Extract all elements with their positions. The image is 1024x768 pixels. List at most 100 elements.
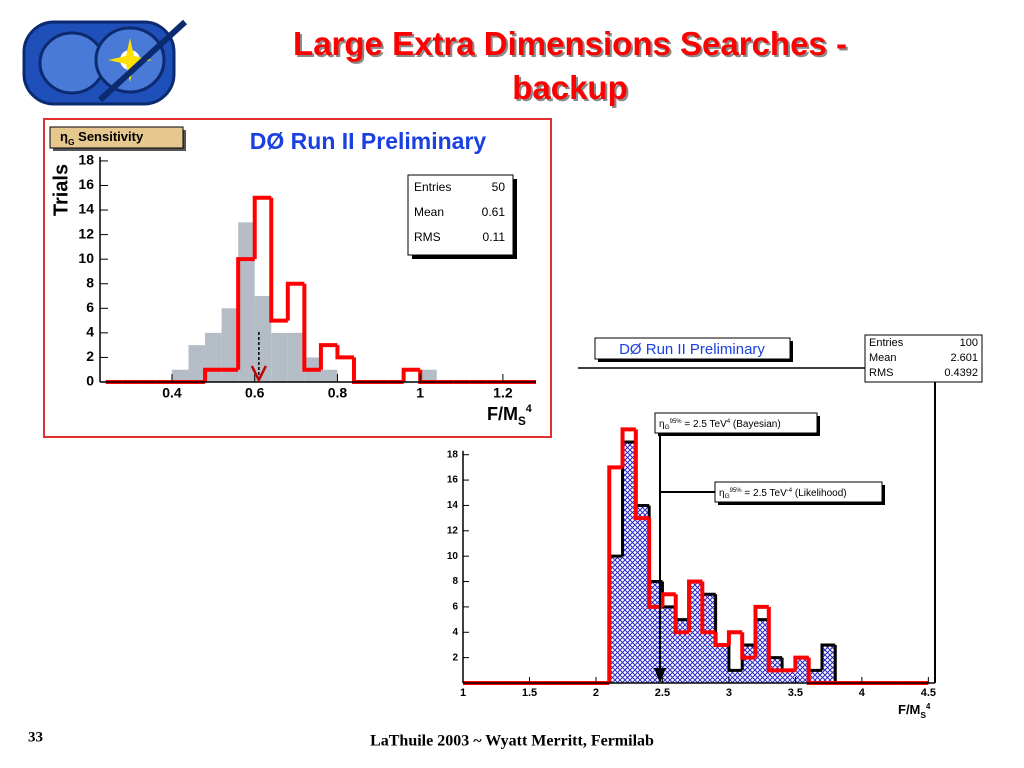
x-tick-label: 1 <box>460 687 466 699</box>
histogram-bar <box>205 332 222 382</box>
histogram-bar <box>702 594 716 683</box>
y-axis-label: Trials <box>50 164 72 216</box>
histogram-bar <box>320 369 338 382</box>
stats-value: 0.61 <box>482 205 506 219</box>
histogram-step <box>285 281 305 321</box>
histogram-step <box>203 367 222 382</box>
stats-label: Mean <box>869 352 897 364</box>
histogram-bar <box>755 619 769 683</box>
label-box-text: ηG Sensitivity <box>60 129 144 147</box>
histogram-bar <box>238 222 255 382</box>
y-tick-label: 6 <box>452 602 458 613</box>
y-tick-label: 16 <box>447 475 459 486</box>
logo <box>22 19 188 106</box>
y-tick-label: 14 <box>78 201 94 217</box>
limit-arrow-head <box>654 668 666 683</box>
y-tick-label: 16 <box>78 176 94 192</box>
histogram-bar <box>662 606 676 683</box>
x-axis-label: F/MS4 <box>898 702 931 721</box>
x-tick-label: 1 <box>416 385 424 401</box>
x-tick-label: 1.2 <box>493 385 513 401</box>
histogram-bar <box>254 296 272 382</box>
histogram-step <box>401 367 421 382</box>
chart-title: DØ Run II Preliminary <box>619 341 765 358</box>
x-axis-label-part: 4 <box>526 403 532 415</box>
x-axis-label: F/MS4 <box>487 403 532 428</box>
y-tick-label: 4 <box>452 627 458 638</box>
histogram-step <box>302 283 321 372</box>
histogram-step <box>673 594 690 635</box>
annotation-text-part: 4 <box>727 419 731 425</box>
x-axis-label-part: F/M <box>898 702 920 717</box>
x-tick-label: 3.5 <box>788 687 803 699</box>
histogram-step <box>620 427 636 468</box>
histogram-step <box>269 197 288 323</box>
stats-label: Entries <box>414 180 451 194</box>
stats-label: RMS <box>414 230 441 244</box>
histogram-bar <box>271 332 288 382</box>
stats-value: 0.11 <box>483 230 506 244</box>
histogram-bar <box>742 644 756 683</box>
mean-arrow-head <box>250 365 267 383</box>
histogram-bar <box>808 670 822 683</box>
y-tick-label: 6 <box>86 299 94 315</box>
stats-value: 50 <box>492 180 506 194</box>
x-tick-label: 3 <box>726 687 732 699</box>
histogram-step <box>335 345 354 360</box>
x-axis-label-part: 4 <box>926 702 931 711</box>
y-tick-label: 18 <box>447 449 459 460</box>
annotation-text-part: -4 <box>787 488 793 494</box>
annotation-text-part: = 2.5 TeV <box>742 488 787 499</box>
histogram-step <box>820 643 836 671</box>
chart-frame <box>43 118 552 438</box>
stats-value: 0.4392 <box>944 367 978 379</box>
stats-value: 2.601 <box>950 352 978 364</box>
y-tick-label: 10 <box>447 551 459 562</box>
annotation-text: ηG95% = 2.5 TeV-4 (Likelihood) <box>719 488 847 501</box>
histogram-step <box>687 579 703 633</box>
annotation-box <box>654 412 818 434</box>
chart-title: DØ Run II Preliminary <box>250 128 487 154</box>
histogram-bar <box>221 308 239 382</box>
y-tick-label: 8 <box>86 274 94 290</box>
annotation-text-part: η <box>719 488 725 499</box>
histogram-bar <box>689 581 703 683</box>
annotation-text-part: 95% <box>670 419 683 425</box>
x-tick-label: 2.5 <box>655 687 670 699</box>
stats-box <box>864 334 983 383</box>
x-tick-label: 0.6 <box>245 385 265 401</box>
label-box <box>49 126 184 149</box>
histogram-step <box>318 343 338 370</box>
y-tick-label: 18 <box>78 152 94 168</box>
stats-value: 100 <box>960 337 978 349</box>
annotation-text-part: (Bayesian) <box>730 419 781 430</box>
histogram-bar <box>609 556 623 683</box>
chart-2: 2 4 6 8 10 12 14 16 18 1 1.5 2 2.5 3 3.5 4 4.5 DØ Run II … <box>447 334 983 721</box>
x-axis-label-part: S <box>920 710 926 720</box>
stats-label: Entries <box>869 337 904 349</box>
annotation-text-part: η <box>659 419 665 430</box>
x-tick-label: 2 <box>593 687 599 699</box>
annotation-text-part: = 2.5 TeV <box>682 419 727 430</box>
histogram-step <box>753 604 769 658</box>
y-tick-label: 0 <box>86 373 94 389</box>
histogram-bar <box>188 345 206 382</box>
histogram-step <box>252 195 272 260</box>
histogram-bar <box>821 644 836 683</box>
histogram-step <box>647 518 663 609</box>
footer: LaThuile 2003 ~ Wyatt Merritt, Fermilab <box>370 733 654 750</box>
y-tick-label: 2 <box>452 652 458 663</box>
y-tick-label: 10 <box>78 250 94 266</box>
y-tick-label: 2 <box>86 348 94 364</box>
slide-title: Large Extra Dimensions Searches - backup <box>293 25 847 106</box>
annotation-text-part: 95% <box>730 488 743 494</box>
histogram-step <box>793 655 809 671</box>
y-tick-label: 14 <box>447 500 459 511</box>
x-tick-label: 1.5 <box>522 687 537 699</box>
annotation-text-part: (Likelihood) <box>792 488 846 499</box>
y-tick-label: 12 <box>78 225 94 241</box>
stats-box <box>407 174 514 256</box>
histogram-step <box>660 592 676 607</box>
page-number: 33 <box>28 729 43 745</box>
